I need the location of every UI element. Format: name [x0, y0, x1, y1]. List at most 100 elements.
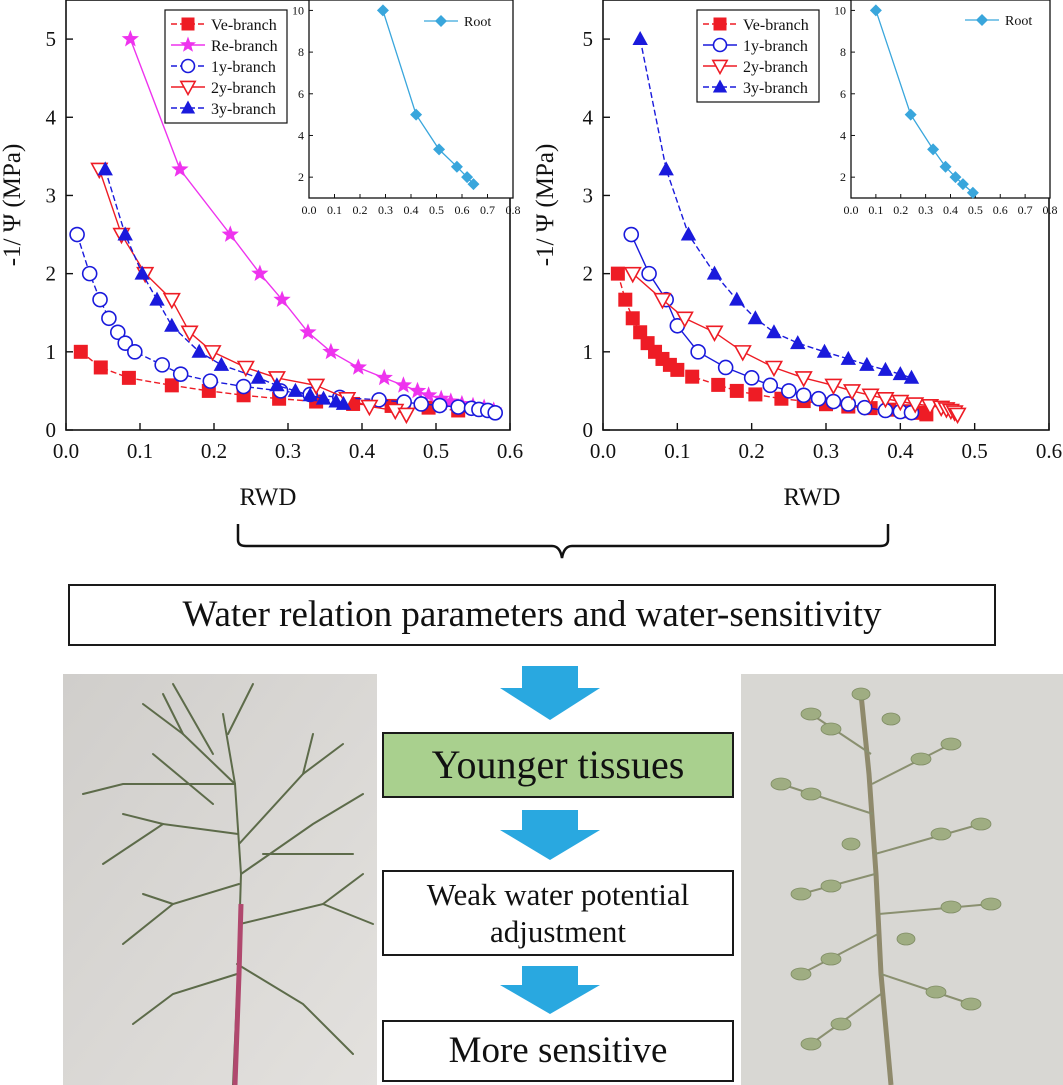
x-axis-label: RWD [240, 484, 297, 511]
inset-x-tick-label: 0.1 [868, 203, 883, 217]
Re-branch-point [251, 264, 269, 281]
legend-label: 2y-branch [211, 80, 276, 97]
x-tick-label: 0.3 [813, 439, 839, 463]
curly-brace [236, 524, 890, 559]
inset-y-tick-label: 2 [298, 170, 304, 184]
inset-x-tick-label: 0.4 [404, 203, 419, 217]
x-tick-label: 0.1 [664, 439, 690, 463]
Re-branch-point [171, 160, 189, 177]
Root-point [949, 171, 962, 184]
inset-y-tick-label: 10 [834, 3, 846, 17]
3y-branch-point [134, 265, 150, 280]
3y-branch-point [213, 356, 230, 371]
2y-branch-point [842, 384, 862, 401]
3y-branch-point [269, 377, 285, 392]
x-tick-label: 0.0 [590, 439, 616, 463]
y-tick-label: 4 [583, 105, 594, 129]
inset-x-tick-label: 0.1 [327, 203, 342, 217]
Ve-branch-point [729, 383, 744, 398]
1y-branch-point [856, 399, 873, 416]
3y-branch-point [97, 161, 113, 176]
x-tick-label: 0.6 [497, 439, 523, 463]
2y-branch-point [891, 394, 910, 412]
left-plant-photo [63, 674, 377, 1085]
inset-x-tick-label: 0.2 [353, 203, 368, 217]
inset-x-tick-label: 0.3 [918, 203, 933, 217]
x-tick-label: 0.4 [887, 439, 914, 463]
1y-branch-point [825, 393, 842, 410]
3y-branch-line [639, 38, 912, 379]
Re-branch-point [408, 381, 427, 399]
down-arrow-2 [500, 810, 600, 860]
1y-branch-point [840, 396, 857, 412]
Root-point [376, 4, 389, 17]
1y-branch-point [92, 291, 108, 308]
weak-adjustment-box: Weak water potential adjustment [382, 870, 734, 956]
x-tick-label: 0.5 [423, 439, 449, 463]
inset-x-tick-label: 0.8 [506, 203, 521, 217]
Re-branch-point [322, 342, 340, 360]
3y-branch-point [892, 366, 909, 381]
Root-point [410, 108, 423, 121]
2y-branch-point [397, 407, 416, 425]
1y-branch-point [202, 373, 219, 389]
inset-x-tick-label: 0.7 [480, 203, 495, 217]
2y-branch-point [861, 388, 880, 405]
legend-label: 1y-branch [211, 59, 276, 76]
x-axis-label: RWD [784, 484, 841, 511]
Re-branch-point [375, 368, 393, 386]
3y-branch-point [816, 343, 833, 358]
weak-adjustment-line2: adjustment [489, 914, 627, 949]
right-plant-photo [741, 674, 1063, 1085]
2y-branch-point [906, 397, 925, 414]
x-tick-label: 0.0 [53, 439, 79, 463]
x-tick-label: 0.5 [962, 439, 988, 463]
inset-y-tick-label: 4 [840, 128, 846, 142]
3y-branch-point [766, 324, 782, 339]
3y-branch-point [706, 265, 723, 280]
1y-branch-point [117, 335, 133, 351]
1y-branch-point [762, 377, 779, 394]
Root-point [904, 108, 917, 121]
Ve-branch-point [625, 311, 640, 326]
1y-branch-point [641, 265, 657, 282]
legend-label: Re-branch [211, 38, 278, 55]
y-tick-label: 3 [583, 183, 594, 207]
2y-branch-point [180, 325, 199, 342]
inset-x-tick-label: 0.5 [968, 203, 983, 217]
down-arrow-1 [500, 666, 600, 720]
3y-branch-point [877, 361, 894, 376]
more-sensitive-label: More sensitive [448, 1029, 668, 1071]
2y-branch-point [307, 378, 326, 396]
3y-branch-point [117, 226, 133, 241]
y-tick-label: 4 [46, 105, 57, 129]
inset-y-tick-label: 2 [840, 170, 846, 184]
Re-branch-point [299, 323, 317, 340]
1y-branch-point [795, 387, 812, 404]
legend-marker [179, 80, 197, 97]
Ve-branch-point [93, 360, 108, 375]
2y-branch-point [653, 292, 672, 310]
3y-branch-point [859, 356, 875, 371]
legend-marker [712, 79, 728, 93]
inset-legend-label: Root [464, 15, 491, 30]
1y-branch-point [743, 370, 760, 386]
flow-title: Water relation parameters and water-sens… [182, 593, 882, 635]
Re-branch-point [432, 389, 450, 407]
inset-x-tick-label: 0.8 [1043, 203, 1058, 217]
1y-branch-point [413, 396, 430, 412]
y-tick-label: 2 [583, 262, 594, 286]
2y-branch-point [705, 325, 724, 342]
Root-point [939, 160, 952, 173]
1y-branch-point [235, 378, 252, 395]
2y-branch-point [203, 345, 222, 362]
legend-marker [180, 36, 196, 52]
inset-legend-marker [976, 14, 988, 26]
y-tick-label: 3 [46, 183, 57, 207]
legend-marker [180, 58, 196, 74]
Root-point [869, 4, 882, 17]
1y-branch-point [690, 344, 706, 360]
inset-y-tick-label: 6 [298, 87, 304, 101]
2y-branch-point [733, 345, 752, 362]
2y-branch-point [623, 266, 642, 284]
